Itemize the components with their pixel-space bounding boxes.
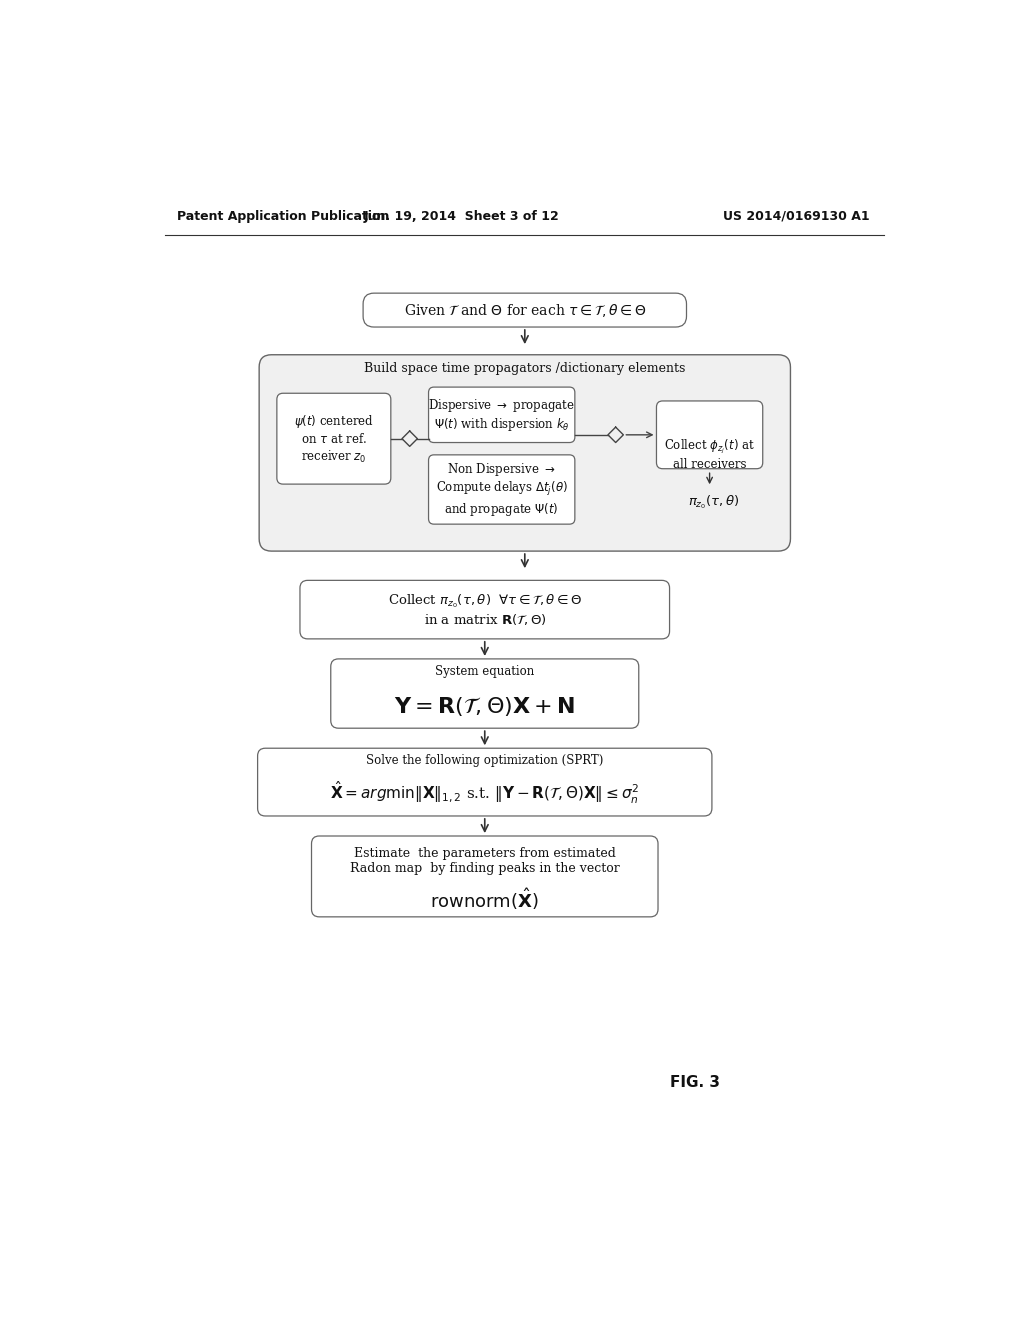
FancyBboxPatch shape <box>276 393 391 484</box>
Text: Dispersive $\rightarrow$ propagate
$\Psi(t)$ with dispersion $k_\theta$: Dispersive $\rightarrow$ propagate $\Psi… <box>428 396 575 433</box>
Text: Collect $\phi_{z_j}(t)$ at
all receivers: Collect $\phi_{z_j}(t)$ at all receivers <box>665 437 755 471</box>
Text: Collect $\pi_{z_0}(\tau,\theta)$  $\forall\tau \in \mathcal{T}, \theta \in \Thet: Collect $\pi_{z_0}(\tau,\theta)$ $\foral… <box>387 593 582 627</box>
Text: Jun. 19, 2014  Sheet 3 of 12: Jun. 19, 2014 Sheet 3 of 12 <box>364 210 559 223</box>
FancyBboxPatch shape <box>656 401 763 469</box>
FancyBboxPatch shape <box>300 581 670 639</box>
Text: Patent Application Publication: Patent Application Publication <box>177 210 389 223</box>
Text: System equation: System equation <box>435 665 535 677</box>
Text: $\pi_{z_0}(\tau, \theta)$: $\pi_{z_0}(\tau, \theta)$ <box>688 494 739 511</box>
Text: $\mathrm{rownorm}(\hat{\mathbf{X}})$: $\mathrm{rownorm}(\hat{\mathbf{X}})$ <box>430 886 540 912</box>
FancyBboxPatch shape <box>331 659 639 729</box>
FancyBboxPatch shape <box>258 748 712 816</box>
Text: Build space time propagators /dictionary elements: Build space time propagators /dictionary… <box>365 362 685 375</box>
FancyBboxPatch shape <box>364 293 686 327</box>
Text: US 2014/0169130 A1: US 2014/0169130 A1 <box>723 210 869 223</box>
Text: $\mathbf{Y} = \mathbf{R}(\mathcal{T},\Theta)\mathbf{X} + \mathbf{N}$: $\mathbf{Y} = \mathbf{R}(\mathcal{T},\Th… <box>394 696 575 718</box>
Text: Solve the following optimization (SPRT): Solve the following optimization (SPRT) <box>366 754 603 767</box>
Text: $\hat{\mathbf{X}} = arg\min \|\mathbf{X}\|_{1,2}$ s.t. $\|\mathbf{Y} - \mathbf{R: $\hat{\mathbf{X}} = arg\min \|\mathbf{X}… <box>330 780 639 807</box>
Text: Given $\mathcal{T}$ and $\Theta$ for each $\tau \in \mathcal{T}, \theta \in \The: Given $\mathcal{T}$ and $\Theta$ for eac… <box>403 301 646 318</box>
Text: Non Dispersive $\rightarrow$
Compute delays $\Delta t_j(\theta)$
and propagate $: Non Dispersive $\rightarrow$ Compute del… <box>435 461 567 517</box>
FancyBboxPatch shape <box>259 355 791 552</box>
FancyBboxPatch shape <box>429 455 574 524</box>
Text: FIG. 3: FIG. 3 <box>670 1074 720 1090</box>
Text: Estimate  the parameters from estimated
Radon map  by finding peaks in the vecto: Estimate the parameters from estimated R… <box>350 846 620 875</box>
Text: $\psi(t)$ centered
on $\tau$ at ref.
receiver $z_0$: $\psi(t)$ centered on $\tau$ at ref. rec… <box>294 413 374 465</box>
FancyBboxPatch shape <box>311 836 658 917</box>
FancyBboxPatch shape <box>429 387 574 442</box>
